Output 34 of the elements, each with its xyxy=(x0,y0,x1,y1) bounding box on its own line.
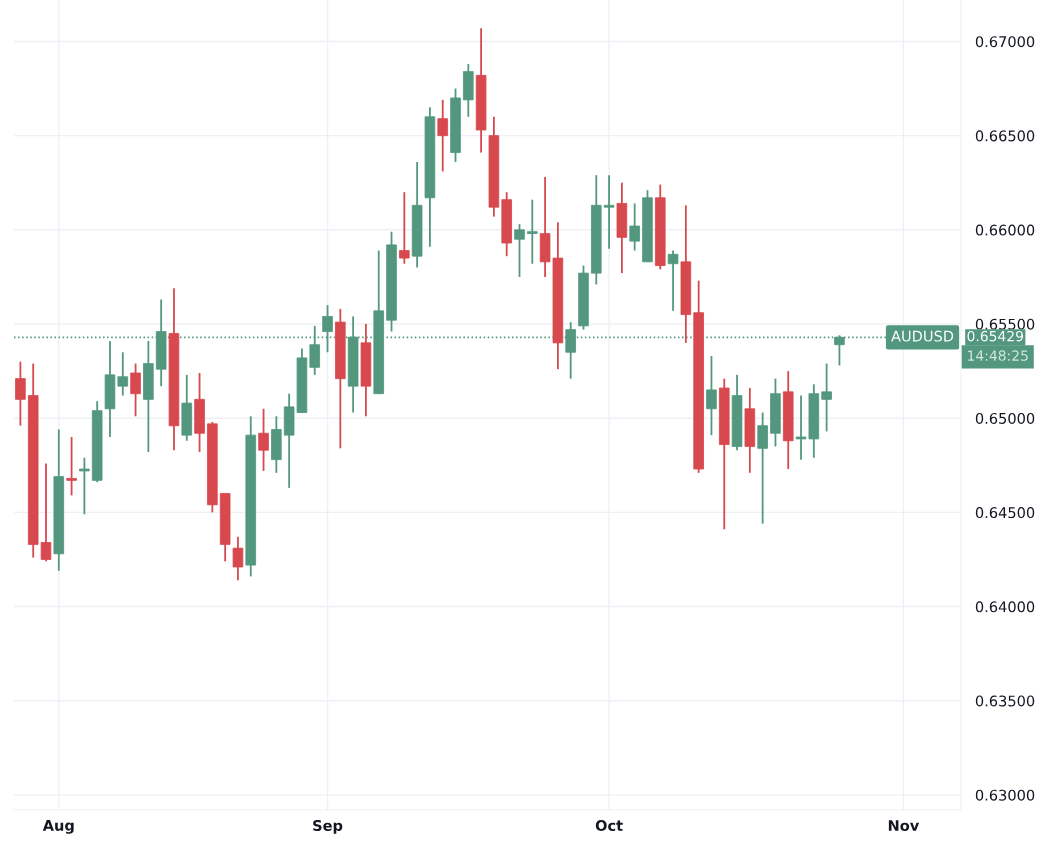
candlestick xyxy=(130,362,141,418)
candlestick xyxy=(514,223,525,278)
candlestick xyxy=(79,456,90,516)
candlestick xyxy=(117,351,129,397)
y-tick-label: 0.64000 xyxy=(975,601,1035,613)
text: 14:48:25 xyxy=(968,350,1028,361)
candlestick xyxy=(15,360,26,427)
ref-line-label: AUDUSD xyxy=(891,330,954,342)
candlestick xyxy=(232,535,244,582)
candlestick xyxy=(629,202,640,252)
candlestick xyxy=(258,407,269,472)
y-tick-label: 0.64500 xyxy=(975,507,1035,519)
candlestick xyxy=(437,98,448,173)
candlestick xyxy=(667,249,679,312)
candlestick xyxy=(309,324,321,376)
x-tick-label: Nov xyxy=(888,820,920,832)
candlestick xyxy=(706,355,717,437)
text: 0.65429 xyxy=(967,330,1024,342)
y-tick-label: 0.63500 xyxy=(975,695,1035,707)
x-tick-label: Sep xyxy=(313,819,343,834)
x-tick-label: Aug xyxy=(42,820,74,834)
y-tick-label: 0.63000 xyxy=(975,789,1035,801)
candlestick xyxy=(603,174,615,250)
candlestick xyxy=(757,411,768,525)
candlestick xyxy=(821,362,832,433)
candlestick xyxy=(66,436,77,497)
y-tick-label: 0.65000 xyxy=(975,412,1035,424)
y-tick-label: 0.66500 xyxy=(975,130,1035,142)
candlestick xyxy=(527,198,538,265)
y-tick-label: 0.66000 xyxy=(975,224,1035,236)
x-tick-label: Oct xyxy=(595,819,623,832)
y-tick-label: 0.67000 xyxy=(975,36,1035,48)
y-tick-label: 0.65500 xyxy=(975,318,1035,330)
candlestick xyxy=(399,191,410,265)
